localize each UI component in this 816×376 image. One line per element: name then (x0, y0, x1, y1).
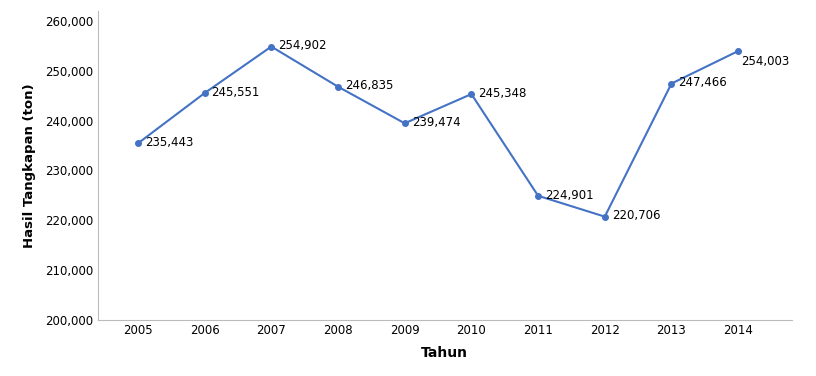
Text: 254,902: 254,902 (278, 39, 326, 52)
Y-axis label: Hasil Tangkapan (ton): Hasil Tangkapan (ton) (24, 83, 37, 248)
Text: 245,348: 245,348 (478, 87, 526, 100)
Text: 224,901: 224,901 (545, 188, 594, 202)
Text: 235,443: 235,443 (145, 136, 193, 149)
Text: 220,706: 220,706 (612, 209, 660, 223)
Text: 239,474: 239,474 (411, 116, 460, 129)
Text: 246,835: 246,835 (345, 79, 393, 92)
Text: 247,466: 247,466 (678, 76, 727, 89)
Text: 254,003: 254,003 (741, 55, 789, 68)
X-axis label: Tahun: Tahun (421, 346, 468, 360)
Text: 245,551: 245,551 (211, 86, 260, 99)
